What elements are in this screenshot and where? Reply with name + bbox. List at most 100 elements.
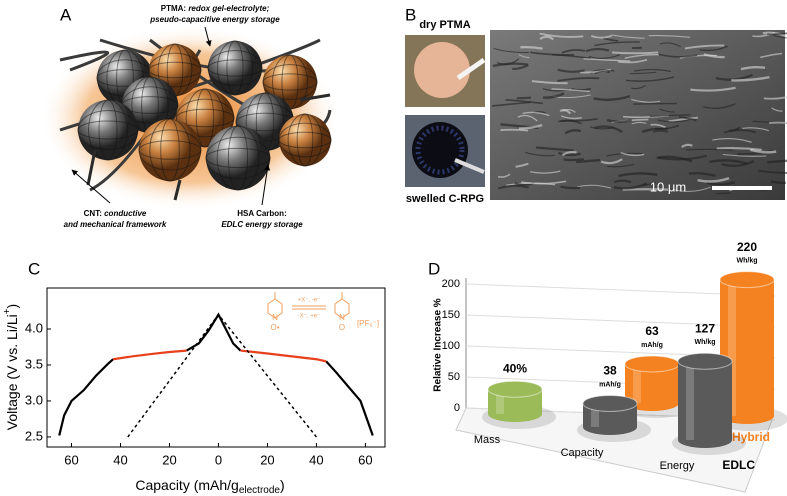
value-label: 38 — [603, 364, 617, 378]
panel-label: A — [60, 5, 72, 24]
grid — [216, 125, 260, 191]
x-axis-label: Capacity (mAh/gelectrode) — [135, 477, 284, 496]
sphere — [78, 100, 138, 160]
reaction: +X⁻, -e⁻ — [298, 298, 321, 304]
atom: O• — [270, 323, 279, 332]
x-tick-label: 40 — [309, 452, 323, 467]
x-tick-label: 40 — [113, 452, 127, 467]
highlight — [633, 363, 641, 403]
photo-label: swelled C-RPG — [406, 193, 484, 205]
y-tick-label: 150 — [442, 309, 460, 321]
cylinder — [619, 355, 693, 418]
fiber — [583, 58, 631, 62]
grid — [207, 49, 263, 87]
fiber — [561, 115, 582, 120]
text: Capacity (mAh/g — [135, 477, 238, 493]
fiber — [539, 35, 555, 41]
fiber — [521, 180, 567, 185]
fiber — [648, 34, 691, 38]
fiber — [491, 101, 532, 107]
scale-bar-label: 10 μm — [650, 179, 686, 194]
cylinder-top — [719, 271, 775, 289]
line — [112, 349, 327, 363]
reaction: -X⁻, +e⁻ — [298, 314, 321, 320]
cylinder-top — [677, 352, 733, 370]
x-tick-label: Energy — [660, 460, 695, 472]
atom: N — [272, 313, 278, 322]
fiber — [673, 186, 711, 192]
carbon-annotation: HSA Carbon: — [237, 209, 286, 218]
fiber — [709, 159, 748, 165]
y-tick-label: 200 — [442, 278, 460, 290]
grid — [205, 136, 271, 180]
fiber — [762, 31, 786, 37]
fiber — [561, 49, 586, 54]
grid — [262, 63, 318, 101]
x-tick-label: 60 — [358, 452, 372, 467]
fiber — [577, 184, 612, 189]
highlight — [591, 403, 599, 427]
fiber — [530, 51, 575, 56]
fiber — [767, 159, 787, 164]
fiber — [690, 86, 736, 92]
cylinder-body — [488, 389, 542, 422]
fiber — [699, 45, 728, 52]
fiber — [649, 114, 691, 118]
panel-label: D — [428, 259, 440, 278]
highlight — [496, 389, 504, 414]
y-tick-label: 2.5 — [25, 428, 43, 443]
fiber — [518, 54, 530, 59]
carbon-sphere — [278, 113, 332, 167]
fiber — [656, 155, 693, 163]
fiber — [740, 66, 766, 71]
fiber — [631, 84, 646, 90]
x-tick-label: 20 — [260, 452, 274, 467]
plot-frame — [46, 287, 386, 448]
grid — [149, 118, 191, 182]
fiber — [769, 121, 787, 124]
carbon-sphere — [77, 99, 139, 161]
fiber — [770, 180, 786, 185]
superscript: + — [2, 308, 13, 314]
fiber — [500, 128, 529, 132]
subscript: electrode — [239, 485, 281, 496]
fiber — [564, 129, 582, 135]
tweezer — [454, 158, 485, 174]
cylinder — [482, 380, 556, 429]
fiber — [620, 152, 645, 157]
sphere — [122, 77, 178, 133]
fiber — [606, 163, 635, 168]
fiber — [539, 32, 584, 38]
fiber — [742, 127, 770, 132]
ptma-annotation: PTMA: redox gel-electrolyte; — [161, 4, 270, 13]
fiber — [517, 114, 538, 122]
fiber — [492, 62, 528, 68]
value-label: 63 — [645, 324, 659, 338]
panel-a: A PTMA: redox gel-electrolyte; pseudo-ca… — [40, 4, 340, 229]
nanotube — [59, 50, 109, 72]
fiber — [624, 53, 659, 59]
fiber — [612, 51, 659, 55]
fiber — [576, 158, 601, 164]
panel-label: B — [405, 5, 416, 24]
fiber — [678, 115, 697, 122]
ring — [267, 292, 283, 319]
value-label: 40% — [503, 361, 527, 375]
unit-label: Wh/kg — [737, 257, 758, 264]
sphere — [206, 126, 270, 190]
value-label: 127 — [695, 321, 715, 335]
x-tick-label: 0 — [215, 452, 222, 467]
grid — [216, 40, 254, 96]
fiber — [652, 129, 669, 133]
fiber — [518, 124, 543, 130]
fiber — [516, 96, 532, 100]
sphere — [139, 119, 201, 181]
panel-c: C Capacity (mAh/gelectrode) Voltage (V v… — [2, 259, 386, 496]
fiber — [561, 150, 577, 157]
grid — [278, 122, 332, 158]
fiber — [650, 123, 666, 129]
fiber — [668, 116, 699, 123]
fiber — [657, 119, 690, 123]
term: CNT: — [84, 209, 102, 218]
